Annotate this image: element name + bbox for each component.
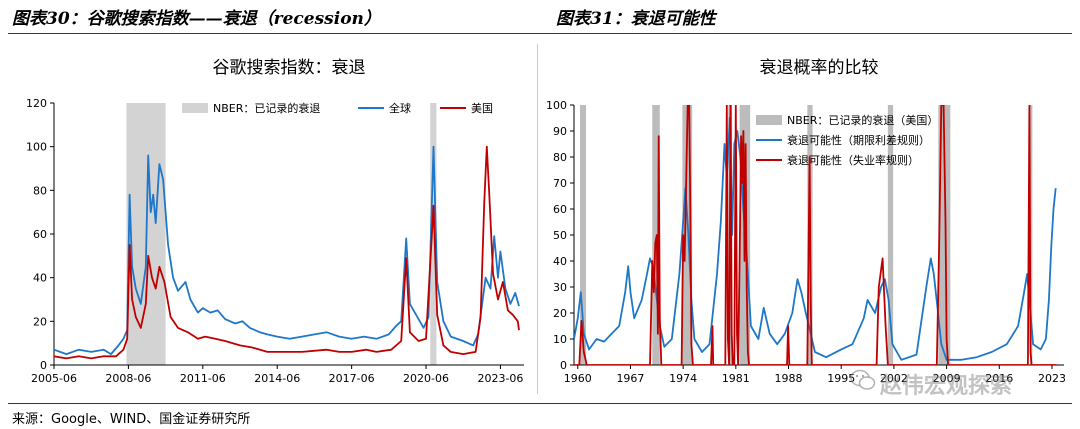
x-tick-label: 1974 [669,372,697,385]
series-line-0 [574,117,1057,361]
series-line-1 [54,145,520,360]
legend-swatch-band [182,103,208,113]
recession-band [938,105,951,365]
x-tick-label: 2014-06 [254,372,300,385]
figure-31-title: 图表31：衰退可能性 [556,9,716,29]
chart-google-search-index: 谷歌搜索指数：衰退 0 20 40 60 80 100 120 2005-06 2008-06 20… [26,58,524,385]
x-tick-label: 1981 [722,372,750,385]
legend-label: 全球 [389,101,411,115]
panel-divider [537,44,538,394]
y-tick-label: 60 [553,203,567,216]
recession-band [887,105,894,365]
x-tick-label: 2011-06 [180,372,226,385]
y-tick-label: 50 [553,229,567,242]
x-tick-label: 2023 [1038,372,1066,385]
y-tick-label: 90 [553,125,567,138]
x-tick-label: 2009 [933,372,961,385]
header-rule [8,33,1072,34]
recession-band [682,105,693,365]
recession-band [1030,105,1033,365]
legend: NBER：已记录的衰退 全球 美国 [182,101,493,115]
y-tick-label: 100 [546,99,567,112]
figure-30-title: 图表30：谷歌搜索指数——衰退（recession） [12,9,381,29]
figure-header: 图表30：谷歌搜索指数——衰退（recession） 图表31：衰退可能性 [0,0,1080,36]
y-tick-label: 80 [553,151,567,164]
recession-band [580,105,587,365]
y-tick-label: 70 [553,177,567,190]
chart-recession-probability: 衰退概率的比较 0 10 20 30 40 50 60 70 80 90 100 1960 1967 197… [546,58,1066,385]
chart-panel-google-index: 谷歌搜索指数：衰退 0 20 40 60 80 100 120 2005-06 2008-06 20… [8,38,534,400]
x-tick-label: 2008-06 [105,372,151,385]
legend: NBER：已记录的衰退（美国） 衰退可能性（期限利差规则） 衰退可能性（失业率规则） [756,113,938,167]
y-tick-label: 120 [26,97,47,110]
legend-label: NBER：已记录的衰退（美国） [787,113,938,127]
series-line-1 [574,105,1057,365]
x-tick-label: 2002 [880,372,908,385]
x-tick-label: 1960 [564,372,592,385]
y-tick-label: 10 [553,333,567,346]
series-group [54,145,520,360]
chart-title: 衰退概率的比较 [760,58,879,78]
x-tick-label: 2020-06 [403,372,449,385]
wechat-icon [850,369,876,390]
x-tick-label: 1967 [616,372,644,385]
legend-label: 衰退可能性（失业率规则） [787,153,919,167]
source-rule [8,403,1072,404]
y-tick-label: 0 [40,359,47,372]
legend-label: NBER：已记录的衰退 [213,101,320,115]
watermark: 赵伟宏观探索 [880,374,1013,399]
x-tick-label: 1995 [827,372,855,385]
y-tick-label: 40 [553,255,567,268]
legend-label: 衰退可能性（期限利差规则） [787,133,930,147]
y-tick-label: 80 [33,184,47,197]
x-tick-label: 1988 [775,372,803,385]
source-note: 来源：Google、WIND、国金证券研究所 [12,412,251,427]
x-tick-label: 2023-06 [477,372,523,385]
legend-label: 美国 [471,102,493,115]
y-tick-label: 30 [553,281,567,294]
y-tick-label: 60 [33,228,47,241]
y-tick-label: 40 [33,272,47,285]
y-tick-label: 20 [33,315,47,328]
chart-title: 谷歌搜索指数：衰退 [213,58,366,78]
series-group [574,105,1057,365]
chart-panel-recession-probability: 衰退概率的比较 0 10 20 30 40 50 60 70 80 90 100 1960 1967 197… [540,38,1072,400]
y-tick-label: 0 [560,359,567,372]
y-tick-label: 20 [553,307,567,320]
series-line-0 [54,145,520,355]
x-tick-label: 2005-06 [31,372,77,385]
recession-band [430,103,437,365]
legend-swatch-band [756,115,782,125]
y-tick-label: 100 [26,141,47,154]
x-tick-label: 2017-06 [329,372,375,385]
x-tick-label: 2016 [985,372,1013,385]
